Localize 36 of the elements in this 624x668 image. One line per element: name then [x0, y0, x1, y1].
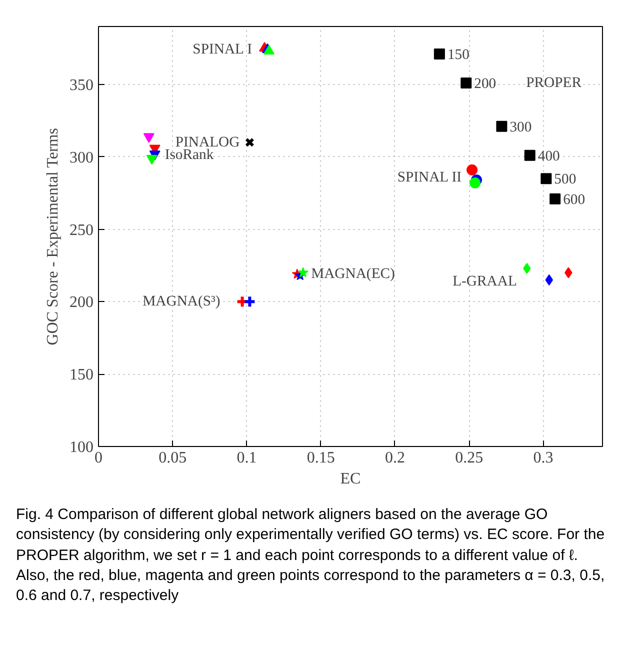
point [496, 120, 508, 132]
annotation: 400 [538, 148, 560, 164]
x-tick-label: 0.15 [306, 450, 335, 466]
x-tick-label: 0.3 [533, 450, 554, 466]
y-tick-label: 200 [70, 294, 94, 312]
x-tick-label: 0.1 [236, 450, 257, 466]
x-tick-label: 0.25 [455, 450, 484, 466]
series-label: SPINAL II [397, 170, 462, 186]
annotation: 600 [563, 192, 586, 208]
series-label: IsoRank [164, 147, 214, 164]
point [245, 138, 254, 148]
point [550, 193, 561, 204]
y-tick-label: 100 [70, 439, 94, 456]
x-axis-title: EC [340, 470, 361, 488]
series-label: L-GRAAL [452, 274, 517, 290]
text: PROPER [526, 74, 582, 91]
caption: Fig. 4 Comparison of different global network aligners based on the average GO consistency (by considering only experimentally verified GO terms) vs. EC score. For the PROPER algorithm, we set r = 1 and each point corresponds to a different value of ℓ. Also, the red, blue, magenta and green points correspond to the parameters α = 0.3, 0.5, 0.6 and 0.7, respectively [16, 505, 606, 606]
x-tick-label: 0 [94, 450, 102, 466]
series-label: MAGNA(EC) [311, 266, 396, 282]
point [460, 77, 472, 88]
annotation: 150 [447, 47, 470, 64]
y-axis-title: GOC Score - Experimental Terms [44, 128, 62, 346]
point [434, 48, 445, 60]
x-tick-label: 0.05 [158, 450, 187, 466]
point [540, 173, 552, 184]
annotation: 200 [474, 76, 496, 92]
series-label: MAGNA(S³) [142, 294, 220, 310]
point [524, 150, 536, 161]
y-tick-label: 250 [70, 222, 94, 239]
y-tick-label: 150 [70, 366, 94, 384]
y-tick-label: 300 [70, 149, 94, 166]
annotation: 500 [554, 172, 576, 188]
x-tick-label: 0.2 [384, 450, 405, 466]
annotation: 300 [510, 119, 532, 136]
series-label: SPINAL I [192, 42, 252, 58]
y-tick-label: 350 [70, 76, 94, 94]
